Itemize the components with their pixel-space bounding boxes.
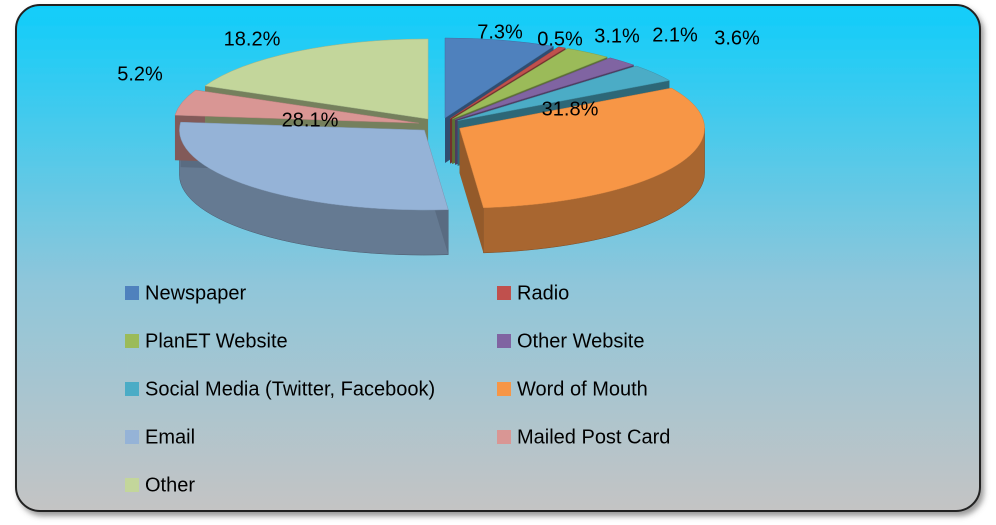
- slice: [444, 37, 555, 119]
- data-label: 28.1%: [282, 109, 339, 131]
- data-label: 31.8%: [542, 98, 599, 120]
- legend-label: Social Media (Twitter, Facebook): [145, 378, 435, 400]
- legend-swatch: [125, 430, 139, 444]
- slice: [179, 121, 449, 211]
- slice: [204, 38, 429, 120]
- slice: [452, 48, 609, 120]
- slice: [454, 57, 635, 120]
- legend-swatch: [125, 382, 139, 396]
- legend-label: Radio: [517, 282, 569, 304]
- data-label: 0.5%: [537, 28, 583, 50]
- legend-label: Mailed Post Card: [517, 426, 670, 448]
- slice: [457, 65, 671, 121]
- data-label: 5.2%: [117, 63, 163, 85]
- legend-label: Other Website: [517, 330, 644, 352]
- legend-swatch: [125, 334, 139, 348]
- slice: [449, 46, 567, 119]
- legend-swatch: [497, 430, 511, 444]
- legend-label: PlanET Website: [145, 330, 288, 352]
- legend-swatch: [497, 382, 511, 396]
- legend-label: Email: [145, 426, 195, 448]
- data-label: 7.3%: [477, 21, 523, 43]
- data-label: 18.2%: [224, 28, 281, 50]
- data-label: 3.6%: [714, 27, 760, 49]
- legend-swatch: [125, 286, 139, 300]
- legend-swatch: [125, 478, 139, 492]
- slice: [459, 87, 705, 209]
- legend-label: Newspaper: [145, 282, 247, 304]
- legend-label: Other: [145, 474, 195, 496]
- data-label: 2.1%: [652, 24, 698, 46]
- legend-swatch: [497, 286, 511, 300]
- legend-label: Word of Mouth: [517, 378, 648, 400]
- legend-swatch: [497, 334, 511, 348]
- slice: [174, 89, 419, 124]
- data-label: 3.1%: [594, 25, 640, 47]
- slice-cut: [459, 128, 484, 253]
